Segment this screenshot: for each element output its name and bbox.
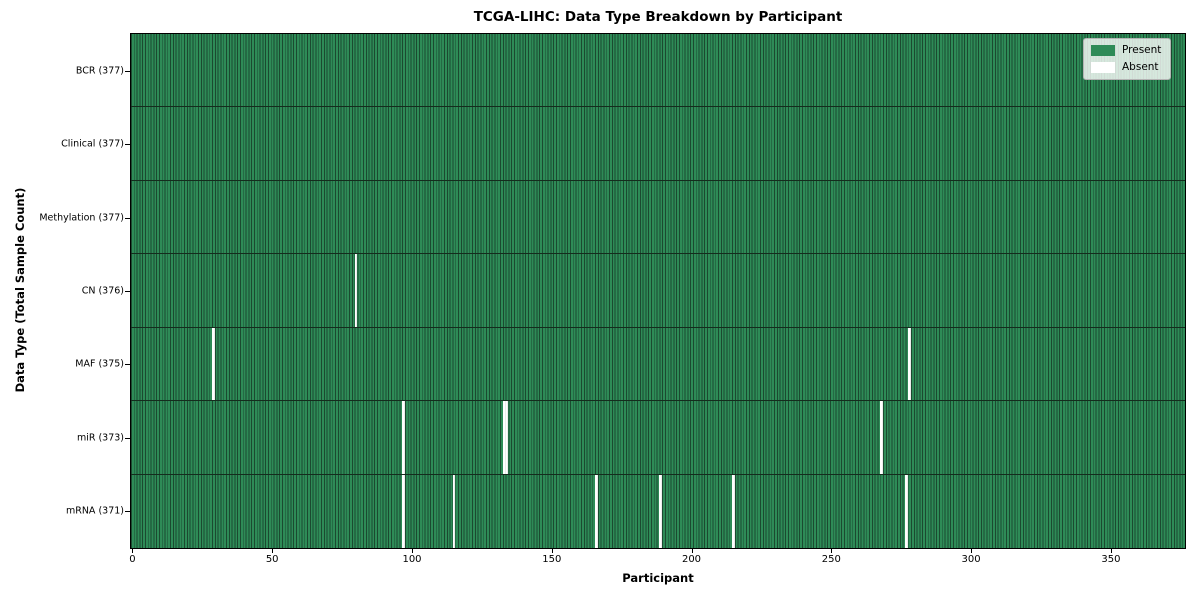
y-tick-label-clinical: Clinical (377): [61, 138, 124, 150]
y-tick-label-methylation: Methylation (377): [39, 212, 124, 224]
absent-cell-maf-278: [908, 327, 912, 401]
legend-item-present: Present: [1091, 44, 1161, 57]
legend-label-present: Present: [1122, 44, 1162, 56]
x-tick-label-0: 0: [129, 554, 136, 565]
absent-cell-mir-134: [505, 401, 509, 474]
y-tick-label-maf: MAF (375): [75, 358, 124, 370]
x-tick-label-350: 350: [1101, 554, 1121, 565]
x-tick-mark-100: [412, 549, 413, 553]
y-tick-mark-maf: [125, 364, 130, 366]
legend-label-absent: Absent: [1122, 61, 1159, 73]
absent-cell-mrna-115: [452, 474, 456, 548]
heatmap-row-maf: [131, 327, 1185, 402]
x-tick-mark-350: [1110, 549, 1112, 553]
heatmap-row-clinical: [131, 107, 1185, 181]
y-tick-label-cn: CN (376): [81, 285, 124, 297]
x-tick-label-150: 150: [542, 554, 562, 565]
absent-cell-mir-97: [402, 401, 405, 474]
absent-cell-mrna-215: [732, 474, 735, 548]
x-tick-label-50: 50: [265, 554, 279, 565]
y-tick-mark-bcr: [125, 70, 130, 72]
heatmap-row-cn: [131, 254, 1185, 328]
x-tick-label-300: 300: [961, 554, 981, 565]
y-tick-mark-methylation: [125, 217, 130, 219]
legend: Present Absent: [1083, 38, 1172, 80]
heatmap-row-bcr: [131, 34, 1185, 108]
absent-cell-mrna-189: [659, 474, 663, 548]
heatmap-row-mir: [131, 401, 1185, 475]
absent-swatch-icon: [1091, 62, 1115, 73]
y-tick-label-bcr: BCR (377): [75, 65, 124, 77]
absent-cell-maf-29: [212, 327, 215, 401]
x-tick-mark-0: [132, 549, 134, 553]
present-swatch-icon: [1091, 45, 1115, 56]
x-tick-mark-250: [831, 549, 833, 553]
x-tick-label-100: 100: [402, 554, 422, 565]
absent-cell-mrna-166: [595, 474, 598, 548]
x-axis-label: Participant: [622, 571, 694, 585]
absent-cell-mir-133: [502, 401, 506, 474]
chart-title: TCGA-LIHC: Data Type Breakdown by Partic…: [473, 9, 843, 25]
absent-cell-cn-80: [354, 254, 358, 327]
y-tick-label-mir: miR (373): [76, 432, 124, 444]
heatmap-row-mrna: [131, 474, 1185, 548]
y-tick-label-mrna: mRNA (371): [65, 505, 124, 517]
absent-cell-mrna-97: [402, 474, 405, 548]
absent-cell-mrna-277: [905, 474, 909, 548]
x-tick-label-200: 200: [681, 554, 702, 565]
x-tick-mark-50: [272, 549, 274, 553]
y-tick-mark-cn: [125, 291, 130, 292]
x-tick-label-250: 250: [821, 554, 841, 565]
y-tick-mark-clinical: [125, 144, 130, 146]
legend-item-absent: Absent: [1091, 61, 1161, 74]
y-tick-mark-mrna: [125, 511, 130, 513]
x-tick-mark-300: [971, 549, 973, 553]
y-tick-mark-mir: [125, 437, 130, 439]
x-tick-mark-200: [691, 549, 693, 553]
absent-cell-mir-268: [880, 401, 884, 474]
x-tick-mark-150: [551, 549, 553, 553]
heatmap-row-methylation: [131, 180, 1185, 255]
plot-area: [130, 33, 1186, 549]
